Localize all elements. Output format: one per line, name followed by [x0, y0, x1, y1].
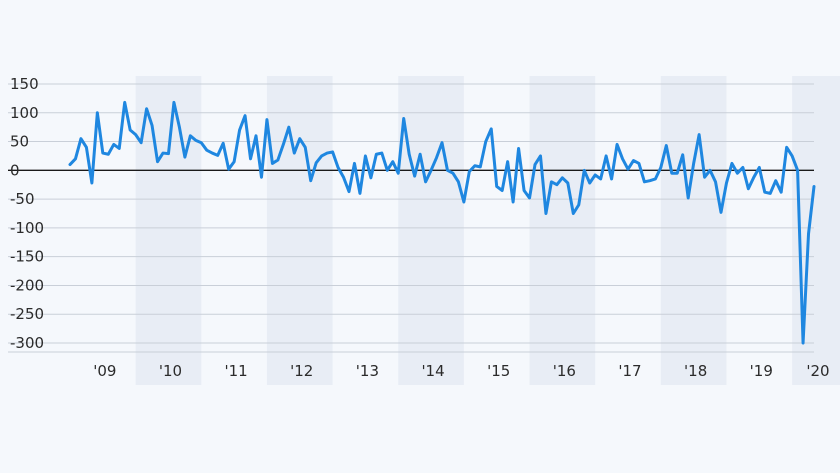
x-tick-label: '09 — [93, 362, 116, 380]
x-tick-label: '12 — [290, 362, 313, 380]
x-tick-label: '16 — [553, 362, 576, 380]
x-tick-label: '17 — [618, 362, 641, 380]
x-tick-label: '20 — [806, 362, 829, 380]
y-tick-label: -150 — [10, 248, 44, 266]
x-tick-label: '18 — [684, 362, 707, 380]
x-tick-label: '13 — [356, 362, 379, 380]
y-tick-label: 0 — [10, 161, 20, 179]
y-tick-label: -250 — [10, 305, 44, 323]
x-tick-label: '11 — [225, 362, 248, 380]
series-line — [68, 100, 816, 345]
shade-band-2010 — [135, 76, 202, 385]
shade-band-2012 — [266, 76, 333, 385]
x-axis: '09 '10 '11 '12 '13 '14 '15 '16 '17 '18 '19 '20 — [93, 362, 829, 380]
y-tick-label: -300 — [10, 334, 44, 352]
shade-band-2018 — [660, 76, 727, 385]
x-tick-label: '15 — [487, 362, 510, 380]
shade-band-2016 — [529, 76, 596, 385]
y-tick-label: 100 — [10, 104, 39, 122]
y-tick-label: -100 — [10, 219, 44, 237]
x-tick-label: '10 — [159, 362, 182, 380]
x-tick-label: '19 — [750, 362, 773, 380]
y-tick-label: 50 — [10, 133, 29, 151]
shade-band-2014 — [398, 76, 464, 385]
x-tick-label: '14 — [421, 362, 444, 380]
y-axis: 150 100 50 0 -50 -100 -150 -200 -250 -300 — [10, 75, 44, 352]
series — [68, 100, 816, 345]
y-tick-label: -50 — [10, 190, 35, 208]
y-tick-label: -200 — [10, 276, 44, 294]
y-tick-label: 150 — [10, 75, 39, 93]
year-shading — [135, 76, 840, 385]
